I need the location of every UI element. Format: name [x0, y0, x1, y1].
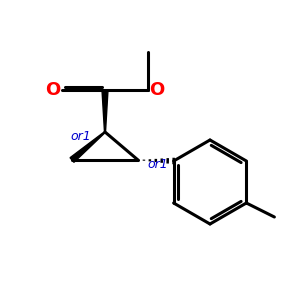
Polygon shape [102, 90, 108, 132]
Text: O: O [45, 81, 61, 99]
Polygon shape [70, 132, 105, 162]
Text: O: O [149, 81, 165, 99]
Text: or1: or1 [70, 130, 92, 142]
Text: or1: or1 [148, 158, 168, 170]
